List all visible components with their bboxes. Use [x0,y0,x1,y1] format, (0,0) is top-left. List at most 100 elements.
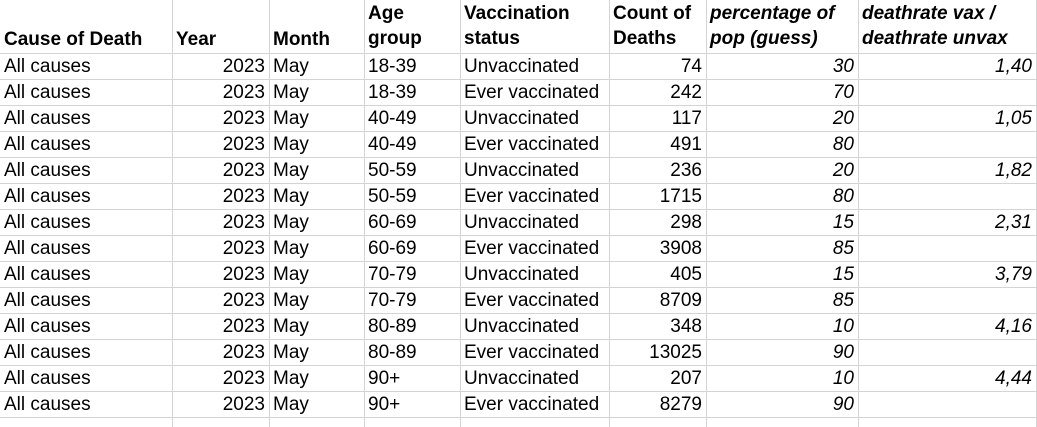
header-vaccination-status[interactable]: Vaccination status [460,1,609,53]
cell-age[interactable]: 40-49 [368,134,417,155]
cell-ratio[interactable]: 4,44 [995,368,1032,389]
cell-age[interactable]: 70-79 [368,264,417,285]
cell-count[interactable]: 74 [680,56,702,77]
cell-age[interactable]: 18-39 [368,56,417,77]
cell-status[interactable]: Ever vaccinated [464,134,600,155]
cell-cause[interactable]: All causes [4,160,91,181]
cell-status[interactable]: Ever vaccinated [464,82,600,103]
cell-age[interactable]: 18-39 [368,82,417,103]
cell-pct[interactable]: 20 [832,108,854,129]
cell-status[interactable]: Unvaccinated [464,108,580,129]
cell-status[interactable]: Ever vaccinated [464,342,600,363]
cell-month[interactable]: May [273,82,309,103]
cell-ratio[interactable] [858,184,1036,210]
cell-count[interactable]: 117 [671,108,702,129]
header-percentage-of-pop[interactable]: percentage of pop (guess) [706,1,858,53]
cell-count[interactable]: 1715 [659,186,702,207]
cell-pct[interactable]: 85 [832,290,854,311]
cell-cause[interactable]: All causes [4,290,91,311]
cell-age[interactable]: 60-69 [368,212,417,233]
cell-age[interactable]: 50-59 [368,186,417,207]
cell-pct[interactable]: 90 [832,394,854,415]
cell-cause[interactable]: All causes [4,238,91,259]
cell-pct[interactable]: 15 [832,264,854,285]
cell-status[interactable]: Unvaccinated [464,56,580,77]
cell-month[interactable]: May [273,316,309,337]
cell-year[interactable]: 2023 [222,394,265,415]
cell-ratio[interactable]: 3,79 [995,264,1032,285]
cell-cause[interactable]: All causes [4,316,91,337]
header-count-of-deaths[interactable]: Count of Deaths [609,1,706,53]
cell-month[interactable]: May [273,238,309,259]
header-cause-of-death[interactable]: Cause of Death [0,1,172,53]
cell-ratio[interactable] [858,132,1036,158]
cell-age[interactable]: 90+ [368,394,401,415]
cell-ratio[interactable]: 1,40 [995,56,1032,77]
cell-cause[interactable]: All causes [4,108,91,129]
cell-year[interactable]: 2023 [222,368,265,389]
cell-count[interactable]: 298 [670,212,702,233]
cell-cause[interactable]: All causes [4,56,91,77]
cell-pct[interactable]: 70 [832,82,854,103]
cell-cause[interactable]: All causes [4,82,91,103]
cell-pct[interactable]: 85 [832,238,854,259]
cell-ratio[interactable] [858,236,1036,262]
cell-pct[interactable]: 10 [832,316,854,337]
cell-status[interactable]: Unvaccinated [464,212,580,233]
cell-year[interactable]: 2023 [222,290,265,311]
cell-year[interactable]: 2023 [222,160,265,181]
cell-month[interactable]: May [273,186,309,207]
cell-pct[interactable]: 80 [832,186,854,207]
cell-cause[interactable]: All causes [4,134,91,155]
cell-ratio[interactable]: 4,16 [995,316,1032,337]
cell-count[interactable]: 207 [670,368,702,389]
cell-age[interactable]: 80-89 [368,342,417,363]
cell-pct[interactable]: 30 [832,56,854,77]
cell-count[interactable]: 491 [670,134,702,155]
cell-year[interactable]: 2023 [222,56,265,77]
cell-year[interactable]: 2023 [222,212,265,233]
cell-age[interactable]: 40-49 [368,108,417,129]
cell-count[interactable]: 3908 [659,238,702,259]
cell-month[interactable]: May [273,368,309,389]
cell-ratio[interactable] [858,80,1036,106]
cell-year[interactable]: 2023 [222,134,265,155]
cell-ratio[interactable] [858,340,1036,366]
cell-pct[interactable]: 80 [832,134,854,155]
cell-status[interactable]: Unvaccinated [464,160,580,181]
header-deathrate-ratio[interactable]: deathrate vax / deathrate unvax [858,1,1036,53]
cell-count[interactable]: 405 [670,264,702,285]
cell-cause[interactable]: All causes [4,394,91,415]
cell-year[interactable]: 2023 [222,316,265,337]
cell-ratio[interactable]: 1,82 [995,160,1032,181]
cell-month[interactable]: May [273,160,309,181]
cell-status[interactable]: Unvaccinated [464,264,580,285]
cell-ratio[interactable] [858,392,1036,418]
cell-age[interactable]: 50-59 [368,160,417,181]
cell-month[interactable]: May [273,108,309,129]
cell-month[interactable]: May [273,394,309,415]
cell-year[interactable]: 2023 [222,108,265,129]
cell-pct[interactable]: 90 [832,342,854,363]
cell-age[interactable]: 90+ [368,368,401,389]
cell-ratio[interactable]: 1,05 [995,108,1032,129]
cell-count[interactable]: 236 [670,160,702,181]
cell-cause[interactable]: All causes [4,342,91,363]
cell-year[interactable]: 2023 [222,238,265,259]
cell-count[interactable]: 242 [670,82,702,103]
cell-status[interactable]: Ever vaccinated [464,186,600,207]
cell-month[interactable]: May [273,342,309,363]
cell-status[interactable]: Unvaccinated [464,368,580,389]
cell-ratio[interactable] [858,288,1036,314]
cell-year[interactable]: 2023 [222,264,265,285]
header-year[interactable]: Year [172,1,269,53]
cell-year[interactable]: 2023 [222,82,265,103]
cell-month[interactable]: May [273,134,309,155]
cell-pct[interactable]: 10 [832,368,854,389]
cell-year[interactable]: 2023 [222,186,265,207]
cell-ratio[interactable]: 2,31 [995,212,1032,233]
cell-cause[interactable]: All causes [4,368,91,389]
cell-year[interactable]: 2023 [222,342,265,363]
cell-count[interactable]: 8279 [659,394,702,415]
cell-cause[interactable]: All causes [4,264,91,285]
